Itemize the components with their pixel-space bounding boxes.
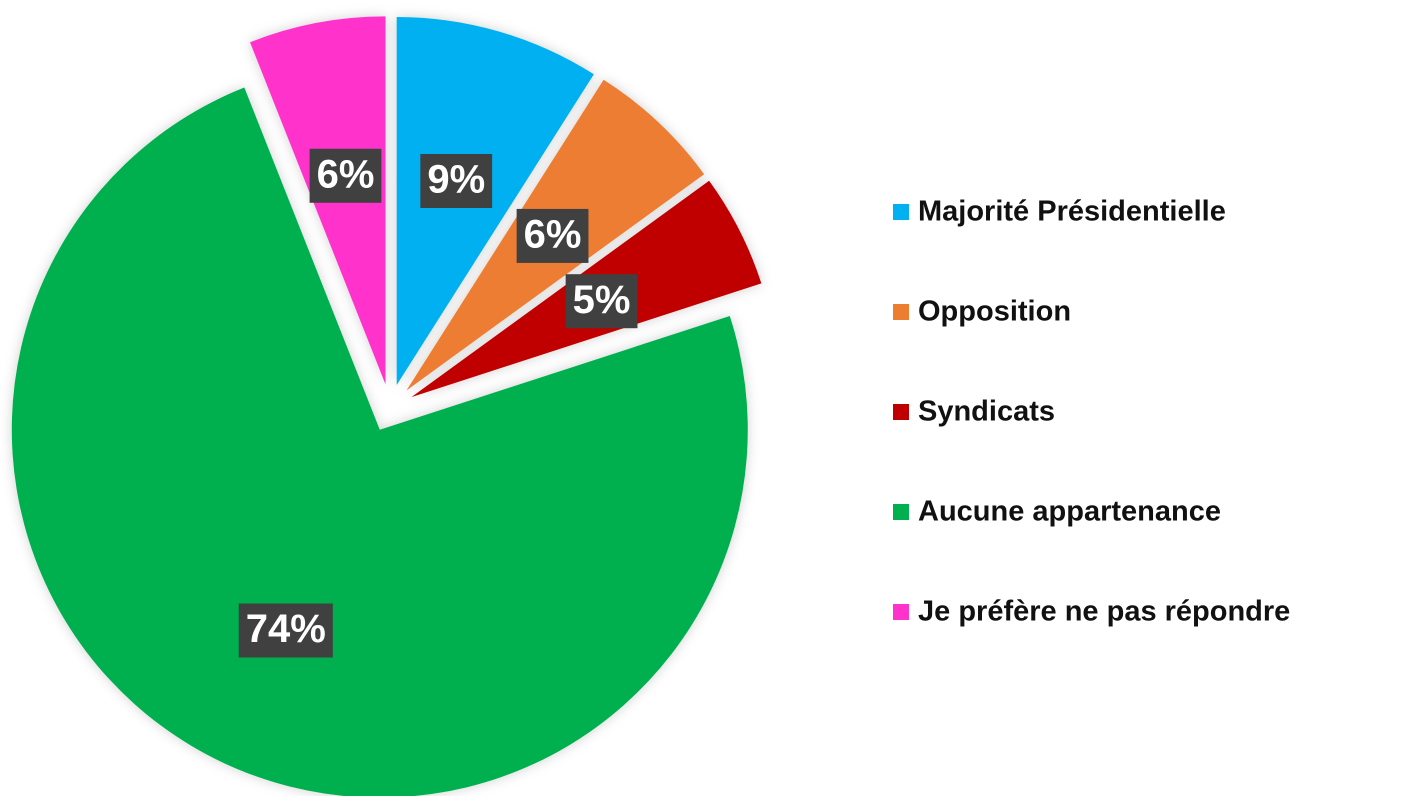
legend-label: Syndicats: [918, 396, 1055, 428]
data-label: 6%: [317, 152, 375, 196]
legend-label: Opposition: [918, 296, 1071, 328]
legend-swatch: [893, 204, 909, 220]
data-label-box: [420, 153, 493, 208]
legend-swatch: [893, 604, 909, 620]
legend-label: Je préfère ne pas répondre: [918, 596, 1290, 628]
data-label: 5%: [573, 278, 631, 322]
pie: [11, 16, 762, 796]
data-label: 74%: [246, 607, 326, 651]
legend-label: Aucune appartenance: [918, 496, 1221, 528]
data-label: 6%: [524, 212, 582, 256]
data-label-box: [565, 274, 638, 329]
data-label: 9%: [427, 158, 485, 202]
data-label-group: 6%: [516, 208, 589, 263]
data-label-box: [309, 148, 382, 203]
legend-swatch: [893, 404, 909, 420]
pie-slice: [396, 16, 594, 385]
legend: Majorité Présidentielle Opposition Syndica…: [893, 196, 1290, 628]
data-label-group: 5%: [565, 274, 638, 329]
data-label-box: [516, 208, 589, 263]
data-label-group: 74%: [238, 603, 333, 658]
data-label-group: 9%: [420, 153, 493, 208]
legend-swatch: [893, 504, 909, 520]
legend-swatch: [893, 304, 909, 320]
pie-slice: [11, 87, 748, 796]
data-label-group: 6%: [309, 148, 382, 203]
data-label-box: [238, 603, 333, 658]
legend-label: Majorité Présidentielle: [918, 196, 1226, 228]
data-labels: 9% 6% 5% 74% 6%: [238, 148, 638, 658]
